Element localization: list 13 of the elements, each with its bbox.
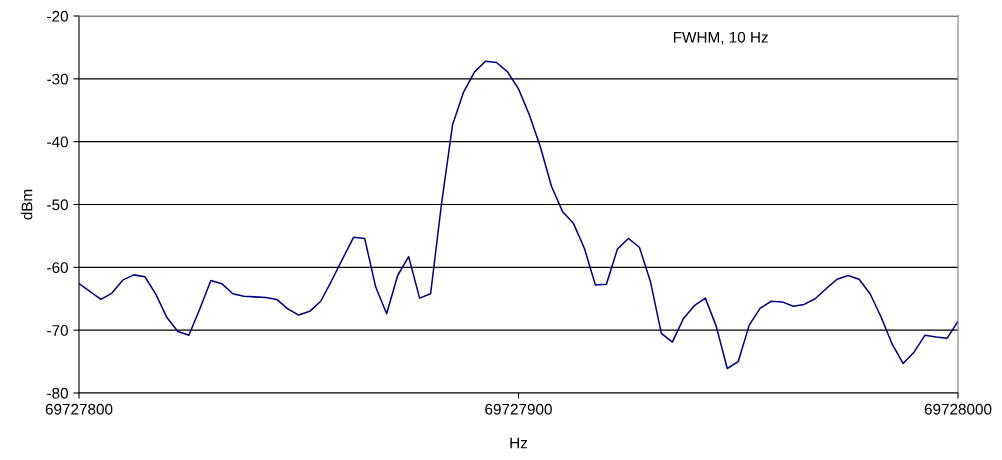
y-tick-label: -50 <box>47 199 68 211</box>
y-tick-label: -30 <box>47 73 68 85</box>
y-axis-title: dBm <box>21 189 33 220</box>
y-tick-label: -40 <box>47 136 68 148</box>
annotation: FWHM, 10 Hz <box>673 31 768 45</box>
y-tick-label: -60 <box>47 262 68 274</box>
x-tick-label: 69727800 <box>45 403 113 415</box>
y-tick-label: -80 <box>47 387 68 399</box>
x-tick-label: 69727900 <box>485 403 552 415</box>
y-tick-label: -70 <box>47 325 68 336</box>
y-tick-label: -20 <box>47 10 68 22</box>
x-tick-label: 69728000 <box>924 403 992 415</box>
x-axis-title: Hz <box>510 437 528 449</box>
